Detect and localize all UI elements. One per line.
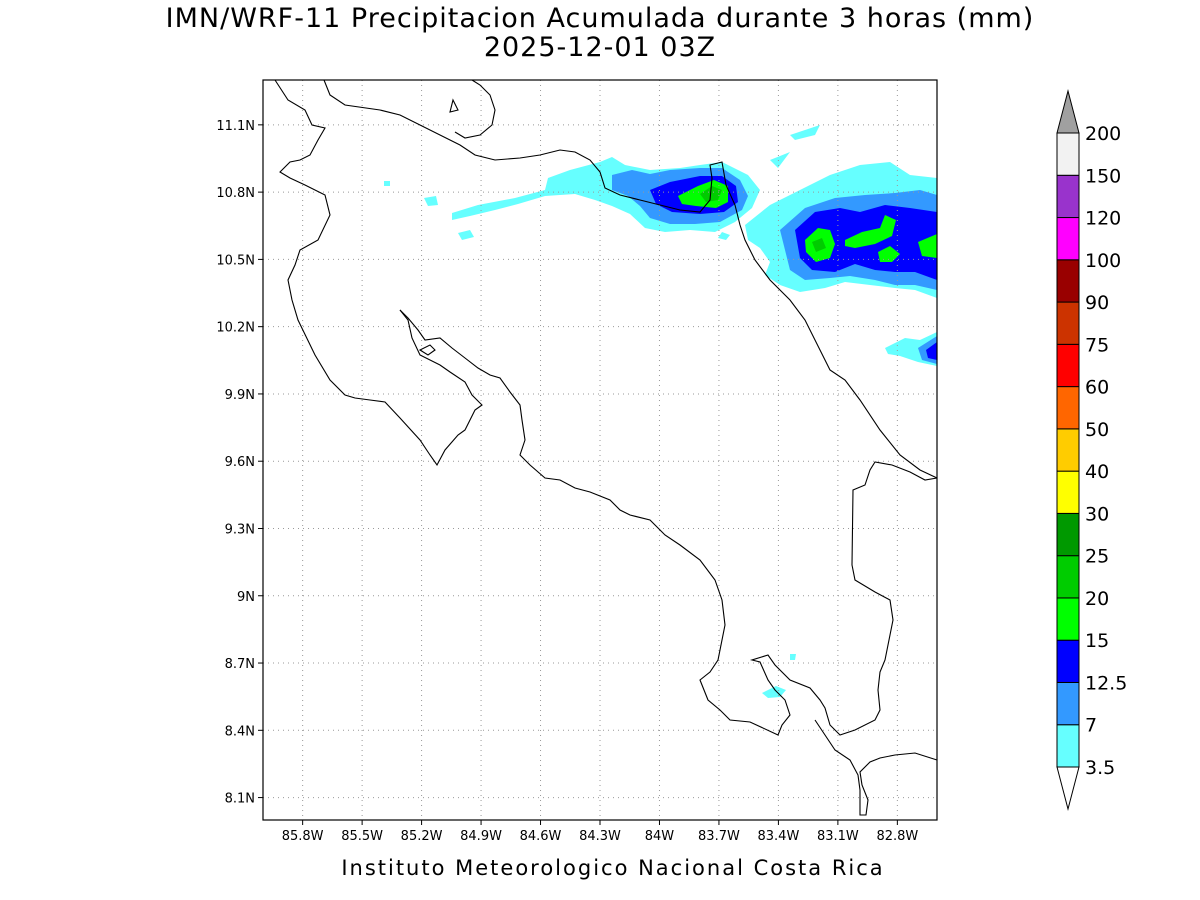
longitude-tick-label: 84.9W: [460, 829, 502, 844]
precip-area-light: [718, 232, 730, 240]
colorbar-label: 200: [1085, 123, 1121, 145]
colorbar-segment: [1056, 639, 1080, 683]
latitude-tick-label: 8.7N: [225, 657, 255, 672]
colorbar-label: 15: [1085, 630, 1109, 652]
colorbar-segment: [1056, 555, 1080, 599]
latitude-tick-label: 10.2N: [216, 321, 255, 336]
colorbar-segment: [1056, 301, 1080, 345]
latitude-tick-label: 9N: [237, 590, 255, 605]
longitude-tick-label: 83.1W: [817, 829, 859, 844]
colorbar-label: 20: [1085, 588, 1109, 610]
precipitation-colorbar: 3.5 7 12.5 15 20 25 30 40 50 60 75 90 100 120 150 200: [1056, 89, 1127, 811]
longitude-tick-label: 83.4W: [758, 829, 800, 844]
colorbar-segment: [1056, 386, 1080, 430]
longitude-tick-label: 85.5W: [341, 829, 383, 844]
colorbar-label: 100: [1085, 250, 1121, 272]
colorbar-segment: [1056, 597, 1080, 641]
precip-area-heavy: [926, 342, 937, 360]
colorbar-label: 25: [1085, 546, 1109, 568]
precip-area-light: [384, 181, 390, 186]
precip-area-very-heavy: [812, 238, 826, 252]
colorbar-label: 150: [1085, 165, 1121, 187]
longitude-axis: 85.8W 85.5W 85.2W 84.9W 84.6W 84.3W 84W 83.7W 83…: [282, 820, 918, 844]
precip-area-light: [770, 152, 790, 168]
colorbar-segment: [1056, 343, 1080, 388]
precip-area-very-heavy: [845, 215, 896, 248]
latitude-axis: 11.1N 10.8N 10.5N 10.2N 9.9N 9.6N 9.3N 9N 8.7N 8.…: [216, 119, 263, 807]
institution-footer: Instituto Meteorologico Nacional Costa R…: [341, 856, 885, 880]
precip-area-light: [790, 125, 820, 140]
colorbar-label: 120: [1085, 208, 1121, 230]
colorbar-segment: [1056, 681, 1080, 726]
map-gridlines: [263, 80, 937, 820]
latitude-tick-label: 9.6N: [225, 455, 255, 470]
precip-area-very-heavy: [878, 246, 900, 262]
longitude-tick-label: 84.3W: [579, 829, 621, 844]
precipitation-fields: [384, 125, 937, 698]
colorbar-label: 3.5: [1085, 757, 1115, 779]
colorbar-label: 60: [1085, 377, 1109, 399]
colorbar-segment: [1056, 470, 1080, 514]
precip-area-light: [790, 654, 796, 660]
latitude-tick-label: 10.5N: [216, 253, 255, 268]
latitude-tick-label: 9.9N: [225, 388, 255, 403]
latitude-tick-label: 9.3N: [225, 522, 255, 537]
colorbar-label: 50: [1085, 419, 1109, 441]
colorbar-label: 30: [1085, 503, 1109, 525]
colorbar-segment: [1056, 428, 1080, 472]
longitude-tick-label: 83.7W: [698, 829, 740, 844]
colorbar-segment: [1056, 512, 1080, 557]
colorbar-segment: [1056, 132, 1080, 176]
map-title: IMN/WRF-11 Precipitacion Acumulada duran…: [165, 3, 1035, 34]
coastline-borders: [274, 79, 938, 816]
precip-area-light: [458, 230, 474, 240]
latitude-tick-label: 8.1N: [225, 792, 255, 807]
latitude-tick-label: 10.8N: [216, 186, 255, 201]
longitude-tick-label: 85.8W: [282, 829, 324, 844]
latitude-tick-label: 8.4N: [225, 724, 255, 739]
colorbar-under-triangle: [1056, 766, 1080, 811]
colorbar-segment: [1056, 724, 1080, 768]
colorbar-label: 75: [1085, 334, 1109, 356]
colorbar-label: 40: [1085, 461, 1109, 483]
map-subtitle-datetime: 2025-12-01 03Z: [483, 32, 717, 63]
latitude-tick-label: 11.1N: [216, 119, 255, 134]
colorbar-label: 90: [1085, 292, 1109, 314]
colorbar-segment: [1056, 174, 1080, 219]
longitude-tick-label: 84W: [645, 829, 675, 844]
colorbar-segment: [1056, 259, 1080, 303]
longitude-tick-label: 84.6W: [520, 829, 562, 844]
colorbar-label: 12.5: [1085, 672, 1127, 694]
colorbar-segment: [1056, 217, 1080, 261]
precip-area-very-heavy: [918, 234, 937, 258]
precip-area-light: [424, 196, 438, 206]
longitude-tick-label: 82.8W: [876, 829, 918, 844]
longitude-tick-label: 85.2W: [401, 829, 443, 844]
colorbar-label: 7: [1085, 715, 1097, 737]
colorbar-over-triangle: [1056, 89, 1080, 134]
